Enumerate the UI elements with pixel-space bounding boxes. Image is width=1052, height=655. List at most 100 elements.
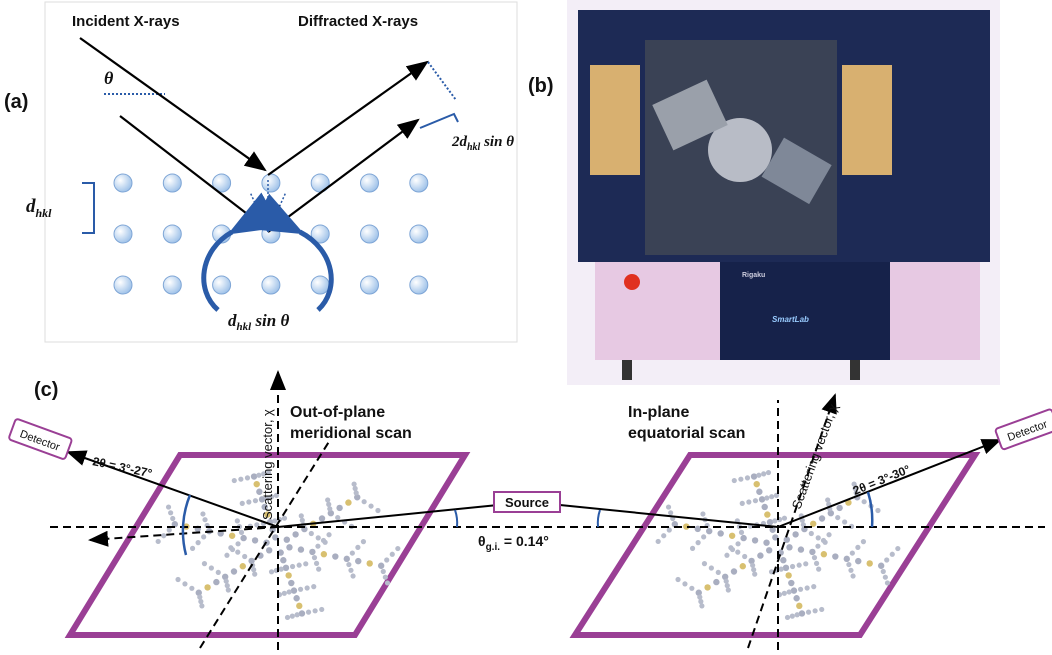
atom bbox=[725, 583, 730, 588]
atom bbox=[825, 497, 830, 502]
atom bbox=[361, 276, 379, 294]
atom bbox=[809, 549, 815, 555]
atom bbox=[345, 499, 351, 505]
atom bbox=[746, 499, 751, 504]
incident-label: Incident X-rays bbox=[72, 13, 180, 30]
scan-label: meridional scan bbox=[290, 425, 412, 442]
atom bbox=[861, 539, 866, 544]
atom bbox=[753, 498, 758, 503]
diffracted-ray bbox=[268, 62, 427, 175]
atom bbox=[293, 595, 299, 601]
atom bbox=[385, 580, 390, 585]
atom bbox=[667, 527, 672, 532]
atom bbox=[702, 561, 707, 566]
atom bbox=[761, 471, 766, 476]
scan-label: Out-of-plane bbox=[290, 404, 385, 421]
path-label: 2dhkl sin θ bbox=[451, 134, 514, 153]
atom bbox=[224, 553, 229, 558]
atom bbox=[199, 603, 204, 608]
atom bbox=[266, 547, 272, 553]
atom bbox=[713, 579, 719, 585]
atom bbox=[290, 564, 295, 569]
atom bbox=[761, 504, 767, 510]
atom bbox=[163, 225, 181, 243]
atom bbox=[204, 584, 210, 590]
atom bbox=[291, 587, 297, 593]
atom bbox=[216, 570, 221, 575]
atom bbox=[225, 583, 230, 588]
angle-arc bbox=[455, 510, 457, 527]
atom bbox=[754, 481, 760, 487]
atom bbox=[226, 587, 231, 592]
curved-arrow bbox=[300, 232, 331, 310]
atom bbox=[335, 515, 340, 520]
atom bbox=[355, 558, 361, 564]
atom bbox=[668, 510, 673, 515]
atom bbox=[283, 565, 289, 571]
atom bbox=[332, 553, 338, 559]
atom bbox=[175, 577, 180, 582]
atom bbox=[738, 477, 743, 482]
atom bbox=[779, 567, 784, 572]
atom bbox=[410, 225, 428, 243]
atom bbox=[240, 563, 246, 569]
atom bbox=[783, 565, 789, 571]
atom bbox=[769, 494, 774, 499]
atom bbox=[306, 610, 311, 615]
atom bbox=[269, 569, 274, 574]
atom bbox=[231, 568, 237, 574]
atom bbox=[350, 573, 355, 578]
atom bbox=[286, 544, 292, 550]
atom bbox=[378, 563, 384, 569]
atom bbox=[836, 505, 842, 511]
atom bbox=[815, 544, 820, 549]
atom bbox=[346, 562, 351, 567]
atom bbox=[156, 539, 161, 544]
atom bbox=[290, 614, 295, 619]
angle-arc bbox=[598, 510, 600, 527]
atom bbox=[314, 561, 319, 566]
atom bbox=[170, 516, 175, 521]
atom bbox=[326, 502, 331, 507]
atom bbox=[797, 563, 802, 568]
atom bbox=[717, 530, 723, 536]
atom bbox=[842, 519, 847, 524]
atom bbox=[367, 560, 373, 566]
atom bbox=[716, 570, 721, 575]
atom bbox=[812, 555, 817, 560]
atom bbox=[297, 563, 302, 568]
atom bbox=[190, 546, 195, 551]
atom bbox=[353, 486, 358, 491]
atom bbox=[285, 615, 290, 620]
atom bbox=[819, 607, 824, 612]
atom bbox=[697, 595, 702, 600]
atom bbox=[890, 552, 895, 557]
atom bbox=[756, 489, 762, 495]
model: SmartLab bbox=[772, 315, 809, 324]
atom bbox=[867, 560, 873, 566]
theta-label: θ bbox=[104, 68, 114, 88]
atom bbox=[696, 540, 701, 545]
atom bbox=[213, 276, 231, 294]
atom bbox=[252, 572, 257, 577]
atom bbox=[699, 603, 704, 608]
bracket bbox=[420, 114, 458, 128]
atom bbox=[826, 532, 831, 537]
atom bbox=[855, 558, 861, 564]
atom bbox=[764, 511, 770, 517]
atom bbox=[790, 564, 795, 569]
atom bbox=[282, 516, 287, 521]
atom bbox=[167, 527, 172, 532]
atom bbox=[793, 595, 799, 601]
atom bbox=[251, 567, 256, 572]
atom bbox=[254, 481, 260, 487]
atom bbox=[361, 225, 379, 243]
atom bbox=[740, 563, 746, 569]
atom bbox=[751, 567, 756, 572]
atom bbox=[323, 540, 328, 545]
atom bbox=[279, 567, 284, 572]
atom bbox=[311, 584, 316, 589]
atom bbox=[764, 495, 769, 500]
atom bbox=[846, 562, 851, 567]
atom bbox=[311, 276, 329, 294]
